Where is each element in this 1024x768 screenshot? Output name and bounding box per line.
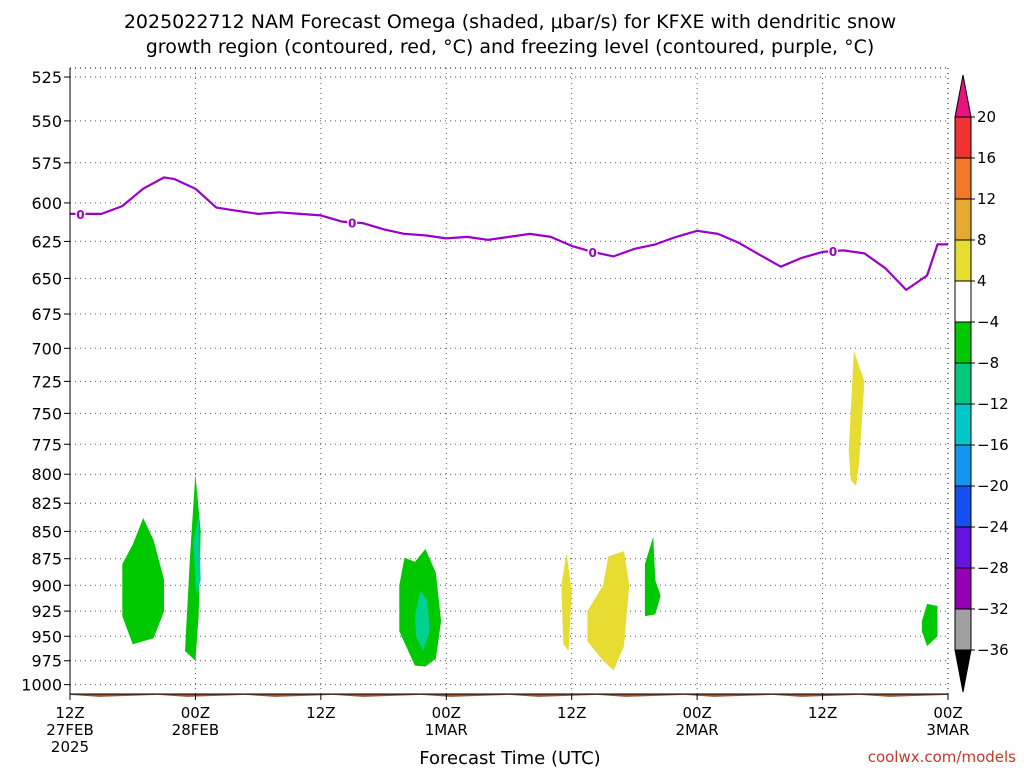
colorbar-label: −8 bbox=[977, 354, 999, 372]
colorbar-swatch bbox=[954, 403, 972, 446]
colorbar-label: −36 bbox=[977, 641, 1009, 659]
colorbar: 20 16 12 8 4 −4 −8 −12 −16 −20 −24 −28 −32 −36 bbox=[954, 74, 1009, 693]
y-tick-label: 975 bbox=[31, 652, 62, 671]
chart-title-line1: 2025022712 NAM Forecast Omega (shaded, μ… bbox=[124, 11, 896, 33]
x-axis-title: Forecast Time (UTC) bbox=[419, 748, 600, 768]
x-tick-date-label: 28FEB bbox=[172, 721, 219, 739]
omega-region bbox=[561, 553, 572, 651]
omega-shading bbox=[122, 351, 938, 671]
plot-background bbox=[70, 68, 948, 694]
y-tick-label: 1000 bbox=[21, 676, 62, 695]
y-tick-label: 875 bbox=[31, 550, 62, 569]
freezing-level-label: 0 bbox=[588, 246, 596, 260]
x-tick-label: 12Z bbox=[557, 704, 586, 722]
colorbar-label: −4 bbox=[977, 313, 999, 331]
omega-region bbox=[414, 590, 430, 651]
freezing-level-line bbox=[70, 176, 948, 291]
y-tick-label: 750 bbox=[31, 404, 62, 423]
y-tick-label: 700 bbox=[31, 339, 62, 358]
y-tick-label: 600 bbox=[31, 194, 62, 213]
y-tick-label: 675 bbox=[31, 305, 62, 324]
freezing-level-label: 0 bbox=[348, 216, 356, 230]
freezing-level-contour: 0 0 0 0 bbox=[70, 176, 948, 291]
colorbar-swatch bbox=[954, 239, 972, 282]
freezing-level-label: 0 bbox=[76, 208, 84, 222]
colorbar-label: −28 bbox=[977, 559, 1009, 577]
x-tick-label: 00Z bbox=[181, 704, 210, 722]
colorbar-swatch bbox=[954, 485, 972, 528]
colorbar-label: −24 bbox=[977, 518, 1009, 536]
freezing-level-label-bg bbox=[75, 206, 86, 220]
omega-region bbox=[193, 514, 201, 596]
colorbar-bottom-arrow bbox=[954, 649, 972, 693]
x-tick-label: 12Z bbox=[306, 704, 335, 722]
colorbar-label: 20 bbox=[977, 108, 996, 126]
colorbar-swatch bbox=[954, 198, 972, 241]
x-tick-label: 12Z bbox=[55, 704, 84, 722]
y-tick-label: 950 bbox=[31, 627, 62, 646]
x-tick-date-label: 2MAR bbox=[676, 721, 719, 739]
omega-region bbox=[644, 536, 661, 617]
omega-region bbox=[122, 518, 165, 645]
y-tick-label: 725 bbox=[31, 372, 62, 391]
omega-region bbox=[587, 551, 630, 671]
colorbar-label: −16 bbox=[977, 436, 1009, 454]
freezing-level-label-bg bbox=[347, 215, 358, 229]
colorbar-label: −12 bbox=[977, 395, 1009, 413]
freezing-level-label: 0 bbox=[829, 245, 837, 259]
y-tick-label: 550 bbox=[31, 112, 62, 131]
terrain-fill bbox=[70, 694, 948, 698]
y-tick-label: 900 bbox=[31, 576, 62, 595]
y-tick-label: 800 bbox=[31, 465, 62, 484]
y-tick-label: 575 bbox=[31, 154, 62, 173]
colorbar-swatch bbox=[954, 567, 972, 610]
x-tick-label: 00Z bbox=[432, 704, 461, 722]
terrain-strip bbox=[70, 694, 948, 698]
colorbar-label: 16 bbox=[977, 149, 996, 167]
x-tick-label: 00Z bbox=[682, 704, 711, 722]
x-tick-year-label: 2025 bbox=[51, 738, 89, 756]
plot-area bbox=[70, 68, 948, 694]
x-tick-label: 12Z bbox=[808, 704, 837, 722]
y-tick-label: 825 bbox=[31, 494, 62, 513]
y-tick-label: 650 bbox=[31, 269, 62, 288]
x-tick-date-label: 27FEB bbox=[46, 721, 93, 739]
colorbar-label: 4 bbox=[977, 272, 987, 290]
chart-title-line2: growth region (contoured, red, °C) and f… bbox=[146, 36, 875, 58]
x-tick-label: 00Z bbox=[933, 704, 962, 722]
colorbar-swatch bbox=[954, 157, 972, 200]
omega-region bbox=[848, 351, 865, 486]
y-tick-label: 775 bbox=[31, 435, 62, 454]
colorbar-label: −32 bbox=[977, 600, 1009, 618]
y-tick-label: 525 bbox=[31, 68, 62, 87]
colorbar-label: 12 bbox=[977, 190, 996, 208]
colorbar-swatch bbox=[954, 444, 972, 487]
colorbar-swatch bbox=[954, 321, 972, 364]
colorbar-swatch bbox=[954, 116, 972, 159]
y-tick-label: 925 bbox=[31, 602, 62, 621]
colorbar-swatch bbox=[954, 362, 972, 405]
x-tick-date-label: 3MAR bbox=[926, 721, 969, 739]
y-axis: 525 550 575 600 625 650 675 700 725 750 775 800 825 8… bbox=[21, 68, 70, 695]
colorbar-label: −20 bbox=[977, 477, 1009, 495]
colorbar-swatch bbox=[954, 280, 972, 323]
freezing-level-label-bg bbox=[828, 244, 839, 258]
colorbar-swatch bbox=[954, 608, 972, 651]
y-tick-label: 850 bbox=[31, 522, 62, 541]
y-tick-label: 625 bbox=[31, 232, 62, 251]
colorbar-label: 8 bbox=[977, 231, 987, 249]
credit-link[interactable]: coolwx.com/models bbox=[868, 748, 1016, 766]
freezing-level-label-bg bbox=[587, 244, 598, 258]
colorbar-swatch bbox=[954, 526, 972, 569]
omega-region bbox=[921, 603, 938, 647]
omega-region bbox=[185, 474, 201, 661]
x-tick-date-label: 1MAR bbox=[425, 721, 468, 739]
